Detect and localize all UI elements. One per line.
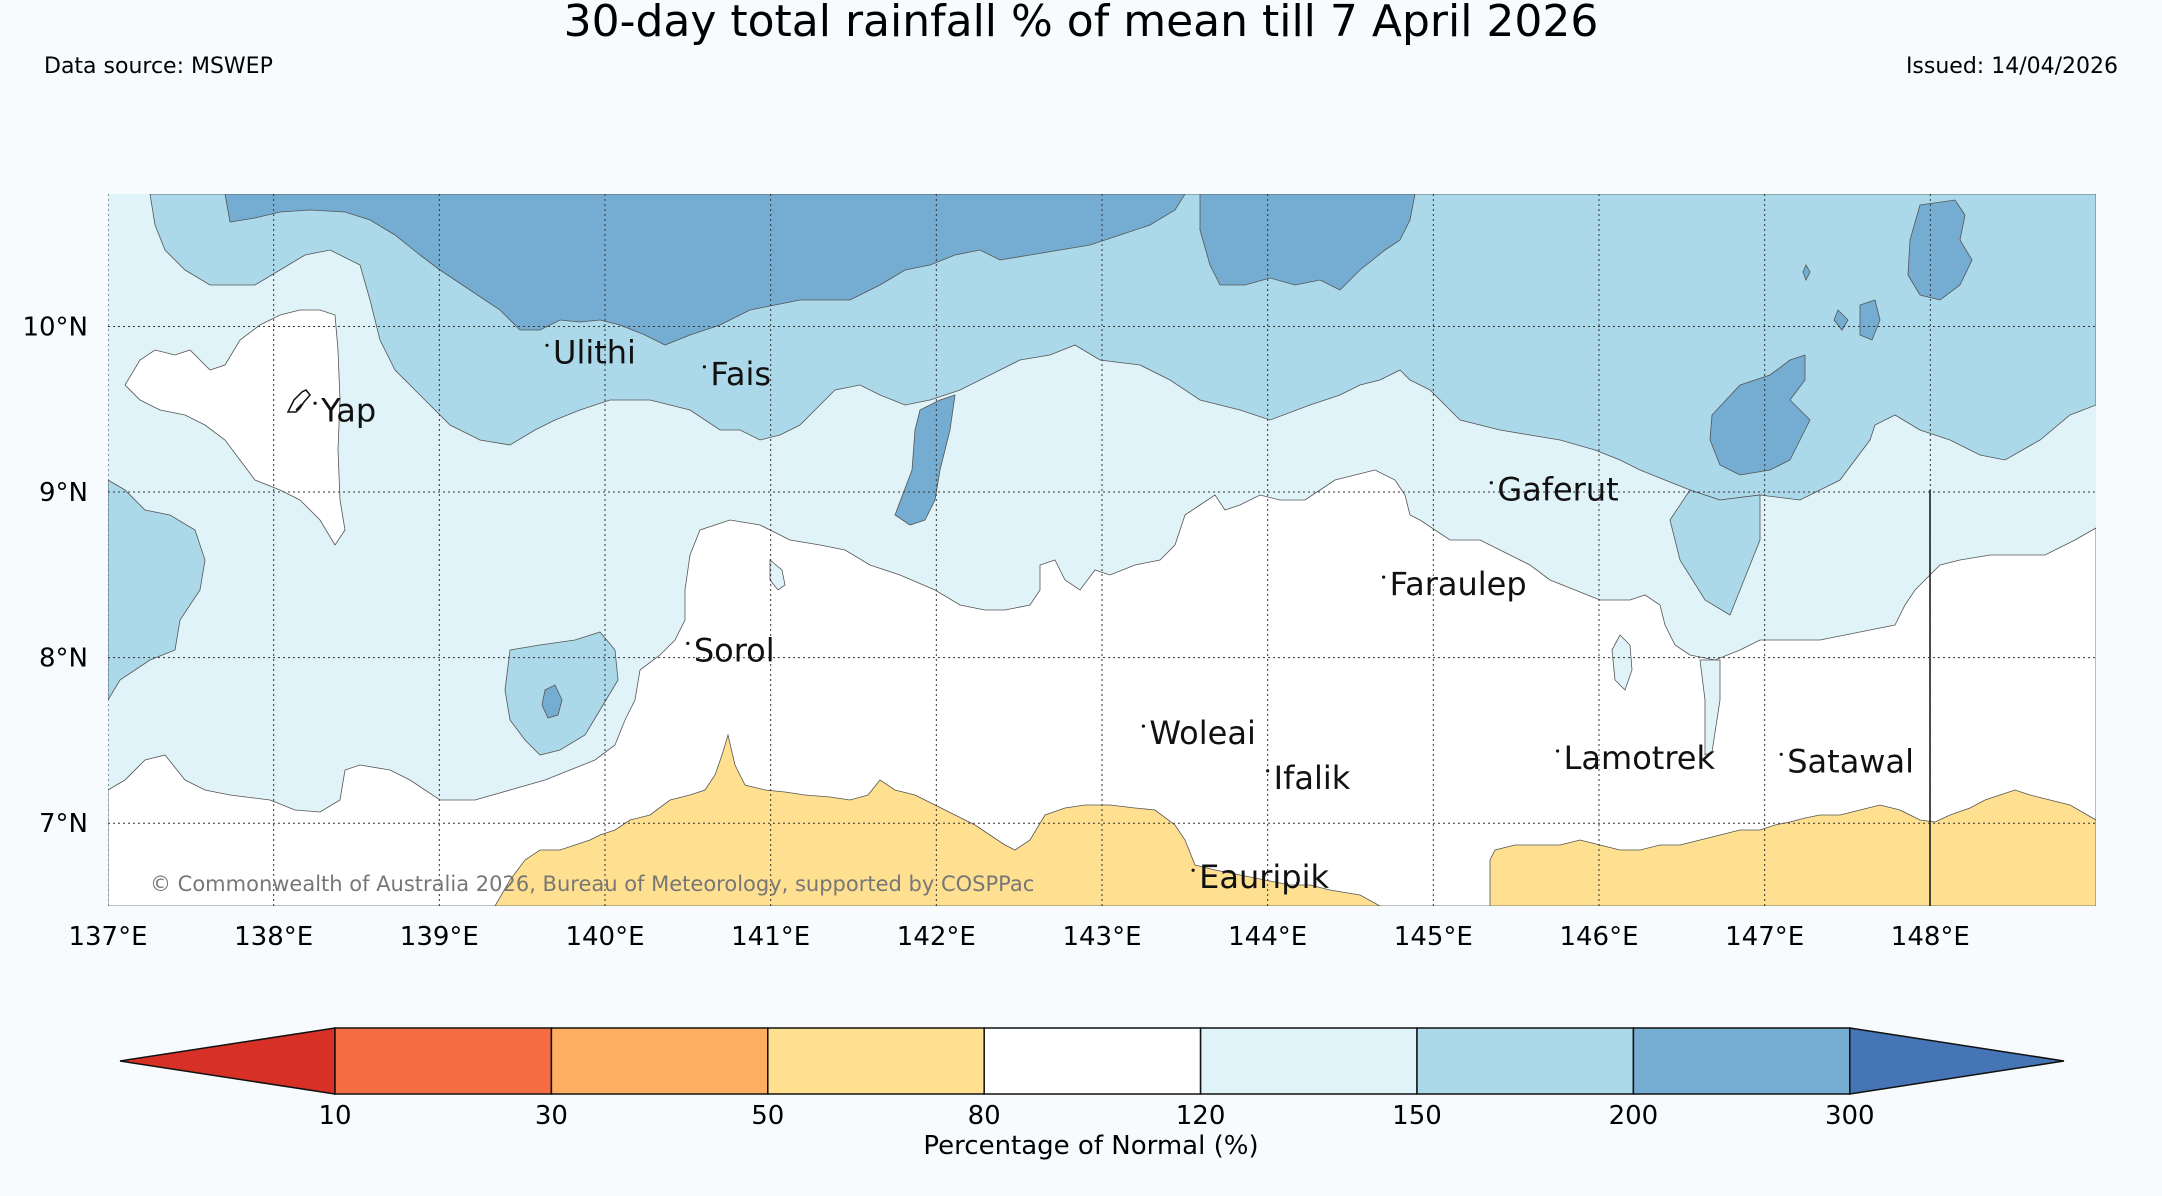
y-tick-label: 10°N bbox=[22, 312, 88, 342]
y-tick-label: 7°N bbox=[39, 809, 88, 839]
colorbar-tick-label: 300 bbox=[1825, 1101, 1875, 1131]
island-marker bbox=[545, 343, 549, 347]
gridlines bbox=[108, 194, 2096, 906]
island-label: Ulithi bbox=[553, 333, 636, 371]
fill-200-300-ridge bbox=[894, 394, 956, 526]
island-marker bbox=[1382, 575, 1386, 579]
data-source-label: Data source: MSWEP bbox=[44, 54, 273, 79]
island-label: Eauripik bbox=[1199, 858, 1329, 896]
fill-200-300-ne bbox=[1907, 199, 1973, 301]
colorbar-tick-label: 200 bbox=[1609, 1101, 1659, 1131]
island-marker bbox=[702, 365, 707, 369]
island-label: Satawal bbox=[1787, 742, 1914, 780]
island-label: Yap bbox=[320, 391, 376, 429]
colorbar-tick-label: 30 bbox=[535, 1101, 568, 1131]
island-marker bbox=[313, 401, 317, 405]
island-marker bbox=[1141, 724, 1146, 728]
island-marker bbox=[1266, 769, 1270, 773]
yap-island-shape bbox=[286, 389, 311, 413]
colorbar-tick-label: 80 bbox=[968, 1101, 1001, 1131]
island-label: Sorol bbox=[694, 631, 775, 669]
copyright-notice: © Commonwealth of Australia 2026, Bureau… bbox=[150, 872, 1034, 896]
x-tick-label: 141°E bbox=[731, 922, 810, 952]
x-tick-label: 143°E bbox=[1062, 922, 1141, 952]
fill-80-120-south bbox=[108, 469, 2096, 906]
colorbar-tick-label: 150 bbox=[1392, 1101, 1442, 1131]
fill-50-80-east bbox=[1489, 789, 2096, 906]
island-label: Ifalik bbox=[1274, 759, 1351, 797]
x-tick-label: 140°E bbox=[565, 922, 644, 952]
x-tick-label: 137°E bbox=[68, 922, 147, 952]
island-marker bbox=[1191, 868, 1195, 872]
island-label: Gaferut bbox=[1497, 471, 1618, 509]
y-axis-labels: 10°N 9°N 8°N 7°N bbox=[22, 312, 88, 839]
colorbar-segment bbox=[1199, 1027, 1418, 1095]
colorbar-segment bbox=[767, 1027, 985, 1095]
fill-120-150-small bbox=[769, 559, 1721, 756]
colorbar-under-arrow bbox=[119, 1027, 336, 1095]
fill-200-300-nespots bbox=[1802, 264, 1881, 341]
island-marker bbox=[1779, 752, 1783, 756]
x-tick-label: 142°E bbox=[897, 922, 976, 952]
x-tick-label: 146°E bbox=[1559, 922, 1638, 952]
fill-50-80-west bbox=[494, 733, 1381, 906]
island-marker bbox=[686, 641, 690, 645]
y-tick-label: 8°N bbox=[39, 644, 88, 674]
colorbar-over-arrow bbox=[1849, 1027, 2065, 1095]
fill-200-300-east bbox=[1709, 354, 1811, 476]
colorbar-segment bbox=[983, 1027, 1202, 1095]
colorbar-tick-label: 10 bbox=[318, 1101, 351, 1131]
issued-date-label: Issued: 14/04/2026 bbox=[1906, 54, 2118, 79]
fill-200-300-north bbox=[224, 194, 1186, 346]
fill-200-300-north-mid bbox=[1199, 194, 1416, 291]
island-marker bbox=[1555, 749, 1560, 753]
fill-150-200-west bbox=[108, 479, 206, 701]
chart-title: 30-day total rainfall % of mean till 7 A… bbox=[564, 0, 1599, 47]
colorbar-segment bbox=[334, 1027, 553, 1095]
colorbar-segment bbox=[550, 1027, 769, 1095]
fill-200-300-sw bbox=[541, 684, 563, 719]
colorbar: 10 30 50 80 120 150 200 300 bbox=[119, 1027, 2065, 1131]
island-label: Faraulep bbox=[1390, 565, 1527, 603]
island-label: Fais bbox=[710, 355, 771, 393]
x-tick-label: 147°E bbox=[1725, 922, 1804, 952]
island-marker bbox=[1489, 481, 1493, 485]
colorbar-segment bbox=[1416, 1027, 1635, 1095]
colorbar-label: Percentage of Normal (%) bbox=[923, 1131, 1258, 1161]
island-label: Woleai bbox=[1149, 714, 1255, 752]
fill-150-200-east bbox=[1669, 489, 1761, 616]
island-labels: Ulithi Fais Yap Gaferut Faraulep Sorol Woleai I… bbox=[313, 333, 1914, 896]
y-tick-label: 9°N bbox=[39, 478, 88, 508]
colorbar-tick-label: 50 bbox=[751, 1101, 784, 1131]
fill-150-200-sw bbox=[504, 631, 619, 756]
x-tick-label: 138°E bbox=[234, 922, 313, 952]
fill-80-120-yap bbox=[124, 309, 346, 546]
x-tick-label: 145°E bbox=[1394, 922, 1473, 952]
colorbar-tick-label: 120 bbox=[1176, 1101, 1226, 1131]
x-tick-label: 148°E bbox=[1891, 922, 1970, 952]
colorbar-segment bbox=[1632, 1027, 1851, 1095]
x-axis-labels: 137°E 138°E 139°E 140°E 141°E 142°E 143°E 144°E… bbox=[68, 922, 1969, 952]
island-label: Lamotrek bbox=[1564, 739, 1716, 777]
x-tick-label: 144°E bbox=[1228, 922, 1307, 952]
x-tick-label: 139°E bbox=[400, 922, 479, 952]
map-area bbox=[108, 194, 2096, 906]
